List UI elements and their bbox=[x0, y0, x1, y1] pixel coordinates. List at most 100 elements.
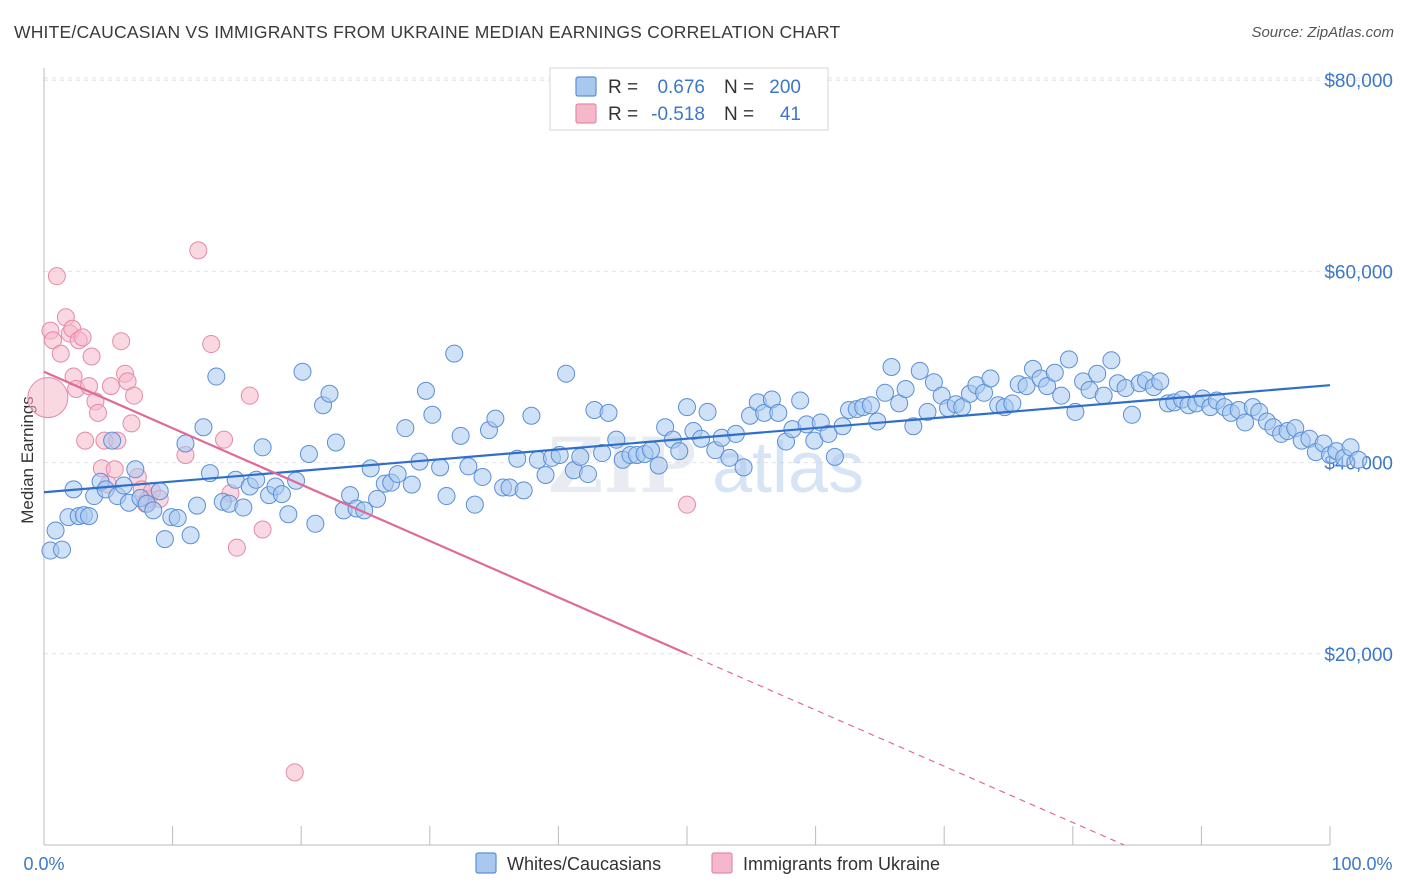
legend-r-value-2: -0.518 bbox=[651, 104, 705, 125]
point-white-62 bbox=[437, 487, 456, 506]
point-white-149 bbox=[1052, 386, 1071, 405]
point-white-22 bbox=[168, 509, 187, 528]
point-white-39 bbox=[279, 505, 298, 524]
point-white-57 bbox=[402, 475, 421, 494]
point-white-72 bbox=[508, 449, 527, 468]
bottom-legend-label-pink: Immigrants from Ukraine bbox=[743, 854, 940, 874]
y-tick-label-3: $80,000 bbox=[1324, 71, 1393, 92]
y-tick-label-2: $60,000 bbox=[1324, 262, 1393, 283]
source-label: Source: ZipAtlas.com bbox=[1251, 24, 1394, 41]
point-ukraine-36 bbox=[202, 335, 221, 354]
legend-r-value-1: 0.676 bbox=[657, 77, 705, 98]
y-axis-label: Median Earnings bbox=[18, 396, 37, 524]
point-white-11 bbox=[103, 431, 122, 450]
point-white-61 bbox=[431, 458, 450, 477]
point-white-69 bbox=[486, 409, 505, 428]
point-white-154 bbox=[1088, 364, 1107, 383]
point-white-20 bbox=[155, 530, 174, 549]
point-white-55 bbox=[388, 465, 407, 484]
point-white-156 bbox=[1102, 351, 1121, 370]
point-white-124 bbox=[876, 383, 895, 402]
point-white-81 bbox=[571, 447, 590, 466]
trend-line-whites bbox=[43, 384, 1331, 494]
point-ukraine-16 bbox=[89, 403, 108, 422]
point-white-85 bbox=[599, 403, 618, 422]
trend-lines bbox=[43, 370, 1331, 846]
point-white-95 bbox=[670, 442, 689, 461]
point-white-76 bbox=[536, 466, 555, 485]
point-white-91 bbox=[641, 441, 660, 460]
point-white-92 bbox=[649, 456, 668, 475]
point-white-46 bbox=[326, 433, 345, 452]
point-white-127 bbox=[896, 379, 915, 398]
y-tick-label-0: $20,000 bbox=[1324, 645, 1393, 666]
point-white-60 bbox=[423, 405, 442, 424]
x-tick-label-0: 0.0% bbox=[23, 854, 64, 874]
point-white-52 bbox=[368, 489, 387, 508]
legend-r-label-2: R = bbox=[608, 104, 638, 125]
series-whites-caucasians bbox=[41, 344, 1368, 560]
point-white-191 bbox=[1349, 450, 1368, 469]
point-white-109 bbox=[769, 403, 788, 422]
point-ukraine-26 bbox=[122, 414, 141, 433]
x-tick-label-1: 100.0% bbox=[1331, 854, 1392, 874]
point-ukraine-0 bbox=[27, 377, 69, 419]
legend-r-label-1: R = bbox=[608, 77, 638, 98]
point-white-67 bbox=[473, 467, 492, 486]
point-white-7 bbox=[80, 507, 99, 526]
point-white-125 bbox=[882, 358, 901, 376]
legend-n-label-2: N = bbox=[724, 104, 754, 125]
point-ukraine-42 bbox=[285, 763, 304, 782]
point-ukraine-4 bbox=[51, 344, 70, 363]
point-ukraine-35 bbox=[189, 241, 208, 260]
trend-line-ukraine-extension bbox=[686, 653, 1125, 846]
point-white-73 bbox=[514, 481, 533, 500]
point-white-82 bbox=[578, 465, 597, 484]
legend-n-label-1: N = bbox=[724, 77, 754, 98]
point-white-144 bbox=[1017, 377, 1036, 396]
point-white-24 bbox=[181, 526, 200, 545]
point-white-139 bbox=[981, 369, 1000, 388]
point-white-65 bbox=[459, 457, 478, 476]
point-white-38 bbox=[272, 485, 291, 504]
x-tick-labels: 0.0% 100.0% bbox=[23, 854, 1392, 874]
point-ukraine-14 bbox=[82, 347, 101, 366]
point-white-130 bbox=[918, 402, 937, 421]
point-ukraine-3 bbox=[47, 267, 66, 286]
point-white-45 bbox=[320, 384, 339, 403]
point-ukraine-39 bbox=[227, 538, 246, 557]
point-ukraine-11 bbox=[73, 328, 92, 347]
point-ukraine-12 bbox=[76, 431, 95, 450]
point-white-128 bbox=[904, 417, 923, 436]
point-ukraine-43 bbox=[678, 495, 696, 514]
point-white-148 bbox=[1045, 363, 1064, 382]
legend-n-value-2: 41 bbox=[780, 104, 801, 125]
point-white-99 bbox=[698, 402, 717, 421]
bottom-legend-label-blue: Whites/Caucasians bbox=[507, 854, 661, 874]
point-white-41 bbox=[293, 362, 312, 381]
point-white-35 bbox=[253, 438, 272, 457]
point-white-142 bbox=[1003, 394, 1022, 413]
point-white-117 bbox=[825, 447, 844, 466]
point-white-63 bbox=[445, 344, 464, 363]
point-white-155 bbox=[1094, 386, 1113, 405]
point-ukraine-23 bbox=[112, 332, 131, 351]
point-white-150 bbox=[1059, 350, 1078, 369]
bottom-legend-swatch-blue bbox=[475, 852, 497, 874]
point-white-1 bbox=[46, 521, 65, 540]
bottom-legend: Whites/Caucasians Immigrants from Ukrain… bbox=[475, 852, 940, 874]
legend: R = 0.676 N = 200 R = -0.518 N = 41 bbox=[549, 67, 829, 131]
point-ukraine-41 bbox=[253, 520, 272, 539]
point-white-112 bbox=[791, 391, 810, 410]
point-ukraine-37 bbox=[215, 430, 234, 449]
point-white-104 bbox=[734, 458, 753, 477]
point-ukraine-40 bbox=[240, 386, 259, 405]
point-white-43 bbox=[306, 514, 325, 533]
point-white-19 bbox=[150, 482, 169, 501]
point-ukraine-21 bbox=[105, 460, 124, 479]
point-white-129 bbox=[910, 361, 929, 380]
legend-swatch-pink bbox=[575, 103, 597, 124]
point-white-84 bbox=[593, 444, 612, 463]
point-white-175 bbox=[1236, 413, 1255, 432]
